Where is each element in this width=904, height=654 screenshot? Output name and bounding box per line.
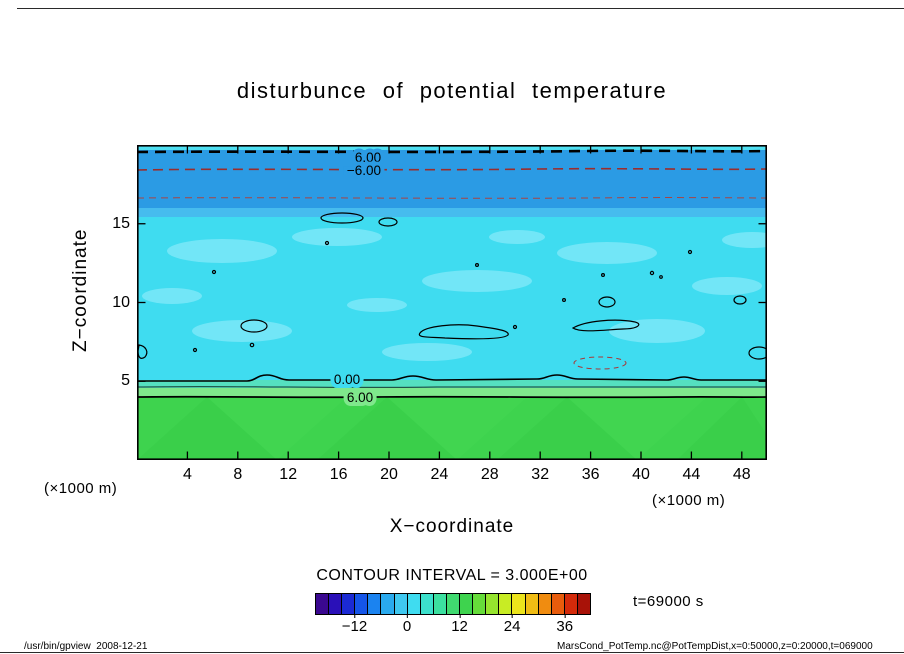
axis-frame bbox=[137, 145, 768, 460]
colorbar-cell bbox=[355, 594, 369, 614]
colorbar-cell bbox=[433, 594, 447, 614]
time-label: t=69000 s bbox=[633, 593, 704, 610]
window-bottom-border bbox=[0, 652, 904, 653]
colorbar-tick-labels: −12 0 12 24 36 bbox=[315, 614, 591, 638]
colorbar-cell bbox=[460, 594, 474, 614]
x-tick-label: 20 bbox=[380, 466, 398, 483]
x-axis-label: X−coordinate bbox=[389, 516, 515, 537]
colorbar-cell bbox=[446, 594, 461, 614]
x-tick-label: 12 bbox=[279, 466, 298, 483]
x-tick-label: 16 bbox=[329, 466, 348, 483]
contour-labels: 6.00 −6.00 0.00 6.00 bbox=[330, 146, 385, 409]
colorbar-cell bbox=[512, 594, 526, 614]
colorbar-cell bbox=[394, 594, 408, 614]
footer-dataset: MarsCond_PotTemp.nc@PotTempDist,x=0:5000… bbox=[557, 641, 873, 652]
axis-unit-left: (×1000 m) bbox=[44, 480, 118, 497]
colorbar-cell bbox=[473, 594, 487, 614]
colorbar-tick-label: 36 bbox=[556, 614, 574, 635]
colorbar-cell bbox=[486, 594, 500, 614]
contour-interval-label: CONTOUR INTERVAL = 3.000E+00 bbox=[316, 567, 588, 584]
contour-label-upper-dashed: 6.00 bbox=[355, 150, 381, 165]
colorbar-cell bbox=[420, 594, 434, 614]
x-tick-label: 8 bbox=[233, 466, 243, 483]
colorbar-cell bbox=[329, 594, 343, 614]
plot-area: 6.00 −6.00 0.00 6.00 bbox=[136, 145, 782, 460]
x-tick-label: 24 bbox=[430, 466, 449, 483]
x-tick-label: 28 bbox=[480, 466, 499, 483]
light-patches bbox=[142, 228, 782, 361]
colorbar-cell bbox=[538, 594, 552, 614]
contour-label-zero: 0.00 bbox=[334, 372, 360, 387]
fill-bands bbox=[137, 145, 767, 460]
x-tick-label: 4 bbox=[182, 466, 192, 483]
contour-lines bbox=[136, 149, 768, 399]
colorbar-cell bbox=[499, 594, 513, 614]
contour-label-neg-dashed: −6.00 bbox=[347, 163, 381, 178]
colorbar-tick-label: 12 bbox=[451, 614, 468, 635]
colorbar-tick-label: 24 bbox=[503, 614, 521, 635]
plot-title: disturbunce of potential temperature bbox=[236, 78, 668, 103]
colorbar-cell bbox=[551, 594, 565, 614]
contour-blobs bbox=[137, 212, 770, 360]
y-tick-labels: 5 10 15 bbox=[88, 145, 130, 460]
y-tick-label: 5 bbox=[121, 372, 130, 390]
colorbar-cell bbox=[342, 594, 356, 614]
axis-unit-right: (×1000 m) bbox=[652, 492, 726, 509]
colorbar-cell bbox=[368, 594, 382, 614]
green-texture bbox=[137, 397, 767, 460]
contour-label-lower-six: 6.00 bbox=[347, 390, 373, 405]
x-tick-label: 36 bbox=[581, 466, 600, 483]
x-tick-labels: 4 8 12 16 20 24 28 32 36 40 44 48 bbox=[137, 466, 767, 488]
x-tick-label: 44 bbox=[682, 466, 701, 483]
colorbar-cell bbox=[316, 594, 330, 614]
footer-command: /usr/bin/gpview 2008-12-21 bbox=[24, 641, 148, 652]
colorbar-cell bbox=[381, 594, 395, 614]
colorbar-cell bbox=[525, 594, 539, 614]
colorbar-cell bbox=[564, 594, 578, 614]
x-tick-label: 40 bbox=[632, 466, 650, 483]
y-tick-label: 15 bbox=[112, 214, 130, 232]
x-tick-label: 32 bbox=[531, 466, 550, 483]
colorbar-cells bbox=[315, 593, 591, 615]
window-top-border bbox=[17, 8, 904, 9]
plot-canvas: 6.00 −6.00 0.00 6.00 bbox=[136, 145, 782, 460]
x-tick-label: 48 bbox=[732, 466, 751, 483]
y-tick-label: 10 bbox=[112, 293, 130, 311]
colorbar-cell bbox=[577, 594, 590, 614]
colorbar-tick-label: 0 bbox=[402, 614, 412, 635]
colorbar-tick-label: −12 bbox=[341, 614, 368, 635]
colorbar-cell bbox=[407, 594, 421, 614]
